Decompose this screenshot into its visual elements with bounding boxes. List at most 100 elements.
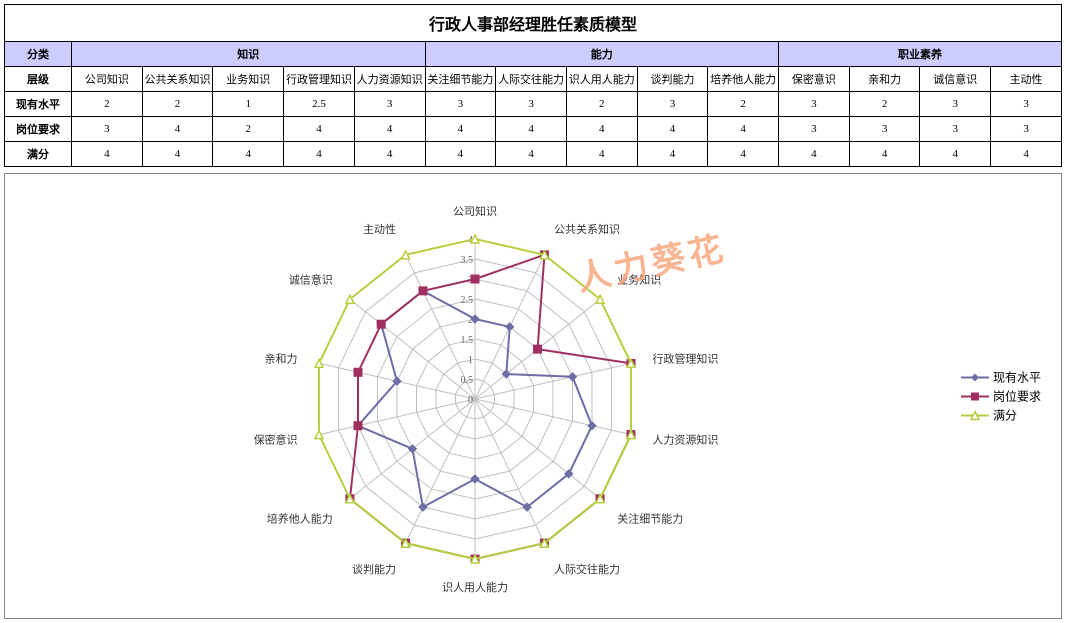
table-cell: 4: [708, 142, 779, 167]
cat-0: 知识: [72, 42, 426, 67]
svg-text:保密意识: 保密意识: [254, 432, 298, 446]
axis-row: 层级 公司知识公共关系知识业务知识行政管理知识人力资源知识关注细节能力人际交往能…: [5, 67, 1062, 92]
table-cell: 3: [779, 92, 850, 117]
svg-text:0: 0: [468, 395, 473, 406]
table-cell: 4: [354, 117, 425, 142]
radar-chart: 00.511.522.533.54公司知识公共关系知识业务知识行政管理知识人力资…: [4, 173, 1062, 619]
axis-label: 行政管理知识: [284, 67, 355, 92]
table-cell: 4: [637, 117, 708, 142]
axis-label: 公共关系知识: [142, 67, 213, 92]
row-label: 满分: [5, 142, 72, 167]
svg-text:行政管理知识: 行政管理知识: [652, 352, 718, 366]
table-cell: 3: [354, 92, 425, 117]
page-title: 行政人事部经理胜任素质模型: [4, 4, 1062, 41]
axis-label: 培养他人能力: [708, 67, 779, 92]
axis-label: 业务知识: [213, 67, 284, 92]
table-cell: 4: [920, 142, 991, 167]
table-cell: 2: [566, 92, 637, 117]
axis-label: 关注细节能力: [425, 67, 496, 92]
table-cell: 4: [637, 142, 708, 167]
svg-text:关注细节能力: 关注细节能力: [617, 511, 683, 525]
axis-label: 公司知识: [72, 67, 143, 92]
axis-label: 诚信意识: [920, 67, 991, 92]
table-cell: 4: [284, 117, 355, 142]
table-cell: 3: [72, 117, 143, 142]
svg-text:公司知识: 公司知识: [453, 204, 497, 218]
table-cell: 4: [849, 142, 920, 167]
table-cell: 4: [566, 117, 637, 142]
svg-text:诚信意识: 诚信意识: [289, 273, 333, 287]
table-cell: 2.5: [284, 92, 355, 117]
axis-label: 亲和力: [849, 67, 920, 92]
svg-text:主动性: 主动性: [363, 222, 396, 236]
table-cell: 4: [496, 117, 567, 142]
table-cell: 4: [213, 142, 284, 167]
table-cell: 4: [425, 142, 496, 167]
legend-swatch: [961, 390, 989, 402]
legend-item: 满分: [961, 407, 1041, 424]
row-label: 岗位要求: [5, 117, 72, 142]
svg-text:谈判能力: 谈判能力: [352, 562, 396, 576]
table-cell: 1: [213, 92, 284, 117]
table-cell: 3: [991, 92, 1062, 117]
table-row: 岗位要求34244444443333: [5, 117, 1062, 142]
table-cell: 3: [920, 92, 991, 117]
svg-text:识人用人能力: 识人用人能力: [442, 580, 508, 594]
axis-label: 保密意识: [779, 67, 850, 92]
table-cell: 3: [779, 117, 850, 142]
cat-2: 职业素养: [779, 42, 1062, 67]
table-cell: 4: [496, 142, 567, 167]
table-cell: 4: [284, 142, 355, 167]
svg-text:0.5: 0.5: [461, 375, 474, 386]
legend-label: 岗位要求: [993, 388, 1041, 405]
svg-text:亲和力: 亲和力: [265, 352, 298, 366]
row-label: 现有水平: [5, 92, 72, 117]
cat-1: 能力: [425, 42, 779, 67]
table-cell: 4: [779, 142, 850, 167]
table-cell: 4: [142, 142, 213, 167]
axis-label: 谈判能力: [637, 67, 708, 92]
data-table: 分类 知识 能力 职业素养 层级 公司知识公共关系知识业务知识行政管理知识人力资…: [4, 41, 1062, 167]
legend-swatch: [961, 371, 989, 383]
table-cell: 4: [991, 142, 1062, 167]
axis-label: 人际交往能力: [496, 67, 567, 92]
svg-text:1.5: 1.5: [461, 335, 474, 346]
legend-swatch: [961, 409, 989, 421]
svg-text:培养他人能力: 培养他人能力: [267, 511, 333, 525]
svg-text:人际交往能力: 人际交往能力: [554, 562, 620, 576]
legend-item: 现有水平: [961, 369, 1041, 386]
table-cell: 4: [425, 117, 496, 142]
table-cell: 2: [849, 92, 920, 117]
svg-text:1: 1: [468, 355, 473, 366]
table-cell: 3: [920, 117, 991, 142]
table-cell: 3: [849, 117, 920, 142]
legend-label: 现有水平: [993, 369, 1041, 386]
table-cell: 3: [496, 92, 567, 117]
table-cell: 4: [72, 142, 143, 167]
table-row: 现有水平2212.53332323233: [5, 92, 1062, 117]
category-row: 分类 知识 能力 职业素养: [5, 42, 1062, 67]
col-level: 层级: [5, 67, 72, 92]
legend: 现有水平岗位要求满分: [961, 367, 1041, 426]
svg-text:人力资源知识: 人力资源知识: [652, 432, 718, 446]
col-category: 分类: [5, 42, 72, 67]
table-cell: 2: [708, 92, 779, 117]
axis-label: 人力资源知识: [354, 67, 425, 92]
axis-label: 识人用人能力: [566, 67, 637, 92]
table-cell: 4: [354, 142, 425, 167]
axis-label: 主动性: [991, 67, 1062, 92]
table-cell: 3: [637, 92, 708, 117]
table-cell: 2: [72, 92, 143, 117]
legend-label: 满分: [993, 407, 1017, 424]
table-cell: 4: [708, 117, 779, 142]
table-row: 满分44444444444444: [5, 142, 1062, 167]
table-cell: 3: [425, 92, 496, 117]
table-cell: 2: [142, 92, 213, 117]
table-cell: 4: [142, 117, 213, 142]
table-cell: 4: [566, 142, 637, 167]
table-cell: 2: [213, 117, 284, 142]
svg-text:公共关系知识: 公共关系知识: [554, 222, 620, 236]
svg-text:3.5: 3.5: [461, 255, 474, 266]
table-cell: 3: [991, 117, 1062, 142]
legend-item: 岗位要求: [961, 388, 1041, 405]
